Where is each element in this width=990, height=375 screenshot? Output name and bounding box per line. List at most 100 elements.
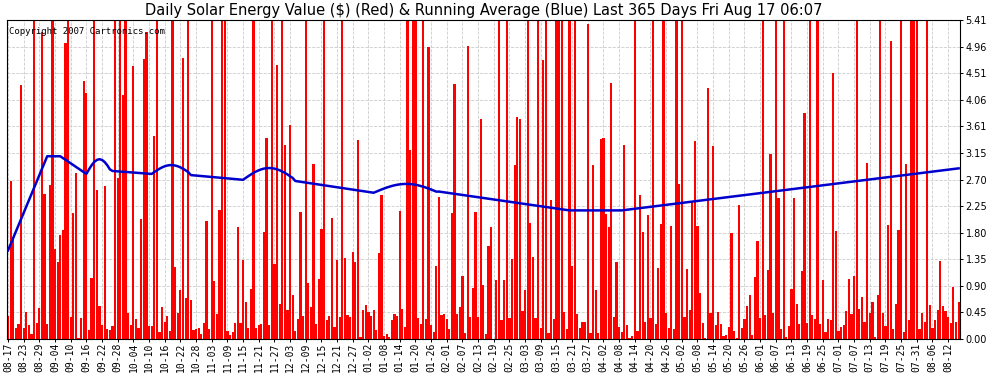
- Bar: [339, 316, 341, 339]
- Bar: [125, 20, 127, 339]
- Bar: [252, 20, 254, 339]
- Bar: [346, 315, 348, 339]
- Bar: [741, 327, 742, 339]
- Bar: [568, 20, 570, 339]
- Bar: [667, 327, 670, 339]
- Bar: [482, 285, 484, 339]
- Bar: [544, 20, 547, 339]
- Bar: [929, 305, 931, 339]
- Bar: [425, 319, 427, 339]
- Bar: [699, 292, 701, 339]
- Bar: [717, 312, 720, 339]
- Bar: [644, 321, 646, 339]
- Bar: [811, 315, 814, 339]
- Bar: [688, 310, 691, 339]
- Bar: [441, 315, 443, 339]
- Bar: [428, 47, 430, 339]
- Bar: [284, 145, 286, 339]
- Bar: [313, 164, 315, 339]
- Bar: [205, 221, 208, 339]
- Bar: [268, 324, 270, 339]
- Bar: [184, 298, 187, 339]
- Bar: [359, 337, 361, 339]
- Bar: [571, 266, 573, 339]
- Bar: [707, 88, 709, 339]
- Bar: [840, 327, 842, 339]
- Bar: [469, 318, 471, 339]
- Bar: [150, 327, 152, 339]
- Bar: [401, 309, 404, 339]
- Bar: [122, 95, 124, 339]
- Bar: [822, 280, 824, 339]
- Bar: [806, 322, 808, 339]
- Bar: [827, 319, 830, 339]
- Bar: [629, 338, 631, 339]
- Bar: [573, 20, 576, 339]
- Bar: [712, 146, 714, 339]
- Bar: [263, 232, 265, 339]
- Bar: [543, 60, 545, 339]
- Bar: [957, 302, 959, 339]
- Bar: [913, 20, 916, 339]
- Bar: [949, 323, 952, 339]
- Bar: [934, 320, 937, 339]
- Bar: [399, 211, 401, 339]
- Bar: [673, 329, 675, 339]
- Bar: [450, 213, 453, 339]
- Bar: [198, 328, 200, 339]
- Bar: [18, 324, 20, 339]
- Bar: [265, 138, 267, 339]
- Bar: [649, 318, 651, 339]
- Bar: [944, 311, 946, 339]
- Bar: [761, 20, 764, 339]
- Bar: [662, 20, 664, 339]
- Bar: [391, 320, 393, 339]
- Bar: [190, 300, 192, 339]
- Bar: [565, 329, 568, 339]
- Bar: [49, 185, 50, 339]
- Bar: [618, 327, 620, 339]
- Bar: [560, 20, 562, 339]
- Bar: [234, 323, 237, 339]
- Bar: [485, 334, 487, 339]
- Bar: [56, 262, 58, 339]
- Bar: [767, 270, 769, 339]
- Bar: [637, 331, 639, 339]
- Bar: [537, 20, 540, 339]
- Bar: [101, 325, 103, 339]
- Bar: [104, 186, 106, 339]
- Bar: [524, 290, 527, 339]
- Bar: [33, 20, 36, 339]
- Bar: [785, 337, 787, 339]
- Bar: [535, 318, 537, 339]
- Bar: [344, 258, 346, 339]
- Bar: [704, 338, 707, 339]
- Title: Daily Solar Energy Value ($) (Red) & Running Average (Blue) Last 365 Days Fri Au: Daily Solar Energy Value ($) (Red) & Run…: [145, 3, 822, 18]
- Bar: [163, 322, 166, 339]
- Bar: [75, 173, 77, 339]
- Bar: [675, 20, 678, 339]
- Bar: [47, 324, 49, 339]
- Bar: [756, 240, 758, 339]
- Bar: [506, 20, 508, 339]
- Bar: [158, 332, 160, 339]
- Bar: [174, 267, 176, 339]
- Bar: [388, 337, 390, 339]
- Bar: [106, 328, 108, 339]
- Bar: [224, 20, 226, 339]
- Bar: [436, 266, 438, 339]
- Bar: [552, 320, 555, 339]
- Bar: [375, 330, 377, 339]
- Bar: [825, 332, 827, 339]
- Bar: [898, 231, 900, 339]
- Bar: [25, 312, 28, 339]
- Bar: [654, 324, 656, 339]
- Bar: [600, 140, 602, 339]
- Bar: [764, 315, 766, 339]
- Bar: [281, 20, 283, 339]
- Bar: [882, 313, 884, 339]
- Bar: [479, 118, 482, 339]
- Bar: [323, 20, 325, 339]
- Bar: [98, 306, 101, 339]
- Bar: [166, 316, 168, 339]
